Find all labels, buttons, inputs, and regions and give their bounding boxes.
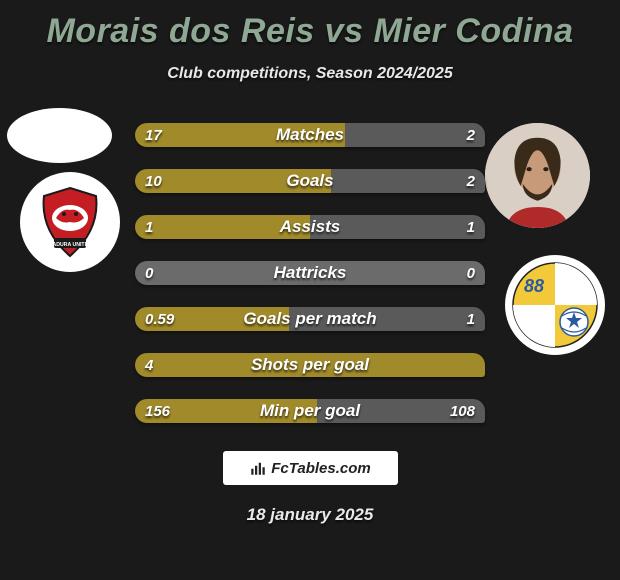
stat-row: Shots per goal4 xyxy=(135,353,485,377)
player2-portrait xyxy=(485,123,590,228)
stat-value-left: 0.59 xyxy=(145,307,174,331)
stat-label: Min per goal xyxy=(135,399,485,423)
stat-row: Min per goal156 108 xyxy=(135,399,485,423)
stat-label: Goals xyxy=(135,169,485,193)
stat-label: Goals per match xyxy=(135,307,485,331)
stat-value-right: 2 xyxy=(467,169,475,193)
chart-icon xyxy=(249,459,267,477)
page-title: Morais dos Reis vs Mier Codina xyxy=(0,0,620,51)
stat-value-right: 2 xyxy=(467,123,475,147)
stat-value-right: 108 xyxy=(450,399,475,423)
stat-label: Shots per goal xyxy=(135,353,485,377)
stat-value-right: 0 xyxy=(467,261,475,285)
stat-value-left: 4 xyxy=(145,353,153,377)
stat-value-left: 0 xyxy=(145,261,153,285)
stat-row: Matches17 2 xyxy=(135,123,485,147)
stat-value-left: 1 xyxy=(145,215,153,239)
branding-badge: FcTables.com xyxy=(223,451,398,485)
stat-row: Hattricks0 0 xyxy=(135,261,485,285)
svg-text:88: 88 xyxy=(524,276,544,296)
stat-value-right: 1 xyxy=(467,307,475,331)
stat-label: Assists xyxy=(135,215,485,239)
svg-text:MADURA UNITED: MADURA UNITED xyxy=(48,242,92,248)
stat-value-right: 1 xyxy=(467,215,475,239)
stat-row: Goals10 2 xyxy=(135,169,485,193)
branding-text: FcTables.com xyxy=(271,460,370,477)
stat-label: Hattricks xyxy=(135,261,485,285)
comparison-card: Morais dos Reis vs Mier Codina Club comp… xyxy=(0,0,620,580)
player1-portrait xyxy=(7,108,112,163)
stat-label: Matches xyxy=(135,123,485,147)
stat-row: Assists1 1 xyxy=(135,215,485,239)
stat-value-left: 10 xyxy=(145,169,162,193)
stat-row: Goals per match0.59 1 xyxy=(135,307,485,331)
player2-club-crest: 88 xyxy=(505,255,605,355)
player1-club-crest: MADURA UNITED xyxy=(20,172,120,272)
stat-value-left: 156 xyxy=(145,399,170,423)
date-label: 18 january 2025 xyxy=(0,505,620,525)
stat-value-left: 17 xyxy=(145,123,162,147)
subtitle: Club competitions, Season 2024/2025 xyxy=(0,65,620,83)
